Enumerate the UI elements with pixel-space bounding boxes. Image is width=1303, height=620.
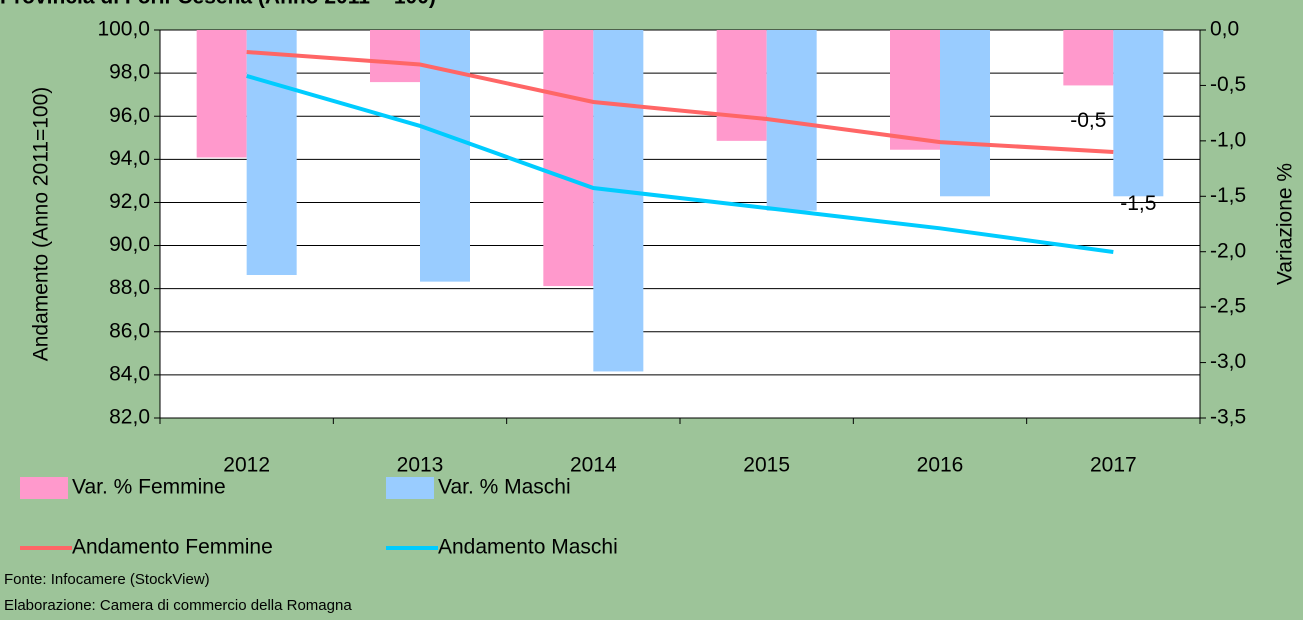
- bar: [543, 30, 594, 287]
- bar: [1113, 30, 1164, 197]
- bar: [370, 30, 420, 83]
- bar: [940, 30, 990, 197]
- legend-label: Andamento Femmine: [72, 536, 273, 559]
- plot-area: [160, 30, 1200, 418]
- y2-tick-label: 0,0: [1210, 18, 1239, 41]
- y-tick-label: 82,0: [109, 406, 150, 429]
- source-note: Elaborazione: Camera di commercio della …: [4, 597, 352, 614]
- x-tick-label: 2013: [397, 454, 444, 477]
- y-tick-label: 90,0: [109, 233, 150, 256]
- x-tick-label: 2017: [1090, 454, 1137, 477]
- x-tick-label: 2012: [223, 454, 270, 477]
- y-axis-label: Andamento (Anno 2011=100): [30, 87, 53, 362]
- data-label: -1,5: [1120, 192, 1156, 215]
- x-tick-label: 2015: [743, 454, 790, 477]
- legend-label: Andamento Maschi: [438, 536, 618, 559]
- legend-swatch: [386, 477, 434, 499]
- y2-axis-label: Variazione %: [1274, 163, 1297, 285]
- line: [246, 49, 1114, 155]
- y-tick-label: 100,0: [97, 18, 150, 41]
- source-note: Fonte: Infocamere (StockView): [4, 571, 210, 588]
- y2-tick-label: -3,0: [1210, 350, 1246, 373]
- y2-tick-label: -1,0: [1210, 128, 1246, 151]
- y-tick-label: 92,0: [109, 190, 150, 213]
- y-tick-label: 98,0: [109, 61, 150, 84]
- y-tick-label: 94,0: [109, 147, 150, 170]
- y-tick-label: 88,0: [109, 276, 150, 299]
- y2-tick-label: -1,5: [1210, 184, 1246, 207]
- bar: [1063, 30, 1114, 86]
- y2-tick-label: -2,5: [1210, 295, 1246, 318]
- y-tick-label: 84,0: [109, 362, 150, 385]
- bar: [716, 30, 767, 141]
- y-tick-label: 86,0: [109, 319, 150, 342]
- chart-title: Provincia di Forlì-Cesena (Anno 2011 = 1…: [0, 0, 436, 9]
- x-tick-label: 2016: [917, 454, 964, 477]
- x-tick-label: 2014: [570, 454, 617, 477]
- legend-label: Var. % Femmine: [72, 476, 226, 499]
- legend-label: Var. % Maschi: [438, 476, 571, 499]
- bar: [593, 30, 644, 372]
- bar: [246, 30, 297, 275]
- y2-tick-label: -0,5: [1210, 73, 1246, 96]
- y2-tick-label: -3,5: [1210, 406, 1246, 429]
- data-label: -0,5: [1070, 109, 1106, 132]
- legend-swatch: [20, 477, 68, 499]
- line: [246, 73, 1114, 255]
- bar: [196, 30, 247, 158]
- y2-tick-label: -2,0: [1210, 239, 1246, 262]
- bar: [890, 30, 940, 150]
- y-tick-label: 96,0: [109, 104, 150, 127]
